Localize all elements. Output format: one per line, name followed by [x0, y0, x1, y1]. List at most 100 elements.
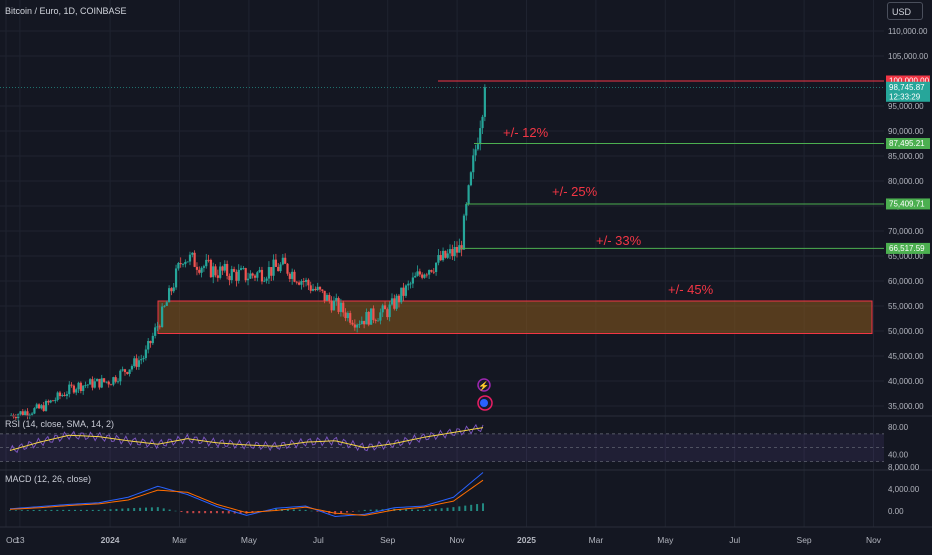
macd-histogram-bar [422, 509, 425, 511]
candle-body [467, 185, 470, 205]
candle-body [404, 285, 408, 296]
candle-body [481, 116, 484, 129]
candle-body [318, 286, 322, 290]
candle-body [374, 319, 377, 321]
candle-body [61, 395, 64, 397]
candle-body [77, 382, 80, 390]
lightning-marker-icon [477, 378, 491, 392]
price-tick-label: 40,000.00 [888, 377, 924, 386]
candle-body [235, 271, 238, 281]
macd-histogram-bar [109, 509, 112, 511]
macd-histogram-bar [144, 507, 147, 511]
macd-histogram-bar [351, 511, 354, 512]
time-tick-label: May [657, 535, 674, 545]
candle-body [193, 252, 196, 267]
candle-body [323, 290, 326, 301]
candle-body [10, 414, 13, 416]
macd-histogram-bar [428, 509, 431, 511]
macd-histogram-bar [44, 509, 47, 511]
candle-body [281, 257, 284, 265]
price-tick-label: 110,000.00 [888, 27, 928, 36]
candle-body [304, 279, 308, 282]
candle-body [223, 263, 226, 271]
macd-histogram-bar [369, 509, 372, 511]
candle-body [307, 279, 310, 286]
candle-body [63, 395, 66, 396]
candle-body [425, 274, 428, 276]
macd-histogram-bar [405, 509, 408, 511]
time-tick-label: Mar [172, 535, 187, 545]
candle-body [439, 255, 442, 261]
candle-body [144, 349, 147, 359]
macd-histogram-bar [470, 504, 473, 511]
time-tick-label: Jul [313, 535, 324, 545]
currency-button[interactable]: USD [887, 2, 923, 20]
candle-body [184, 261, 187, 265]
candle-body [98, 378, 101, 388]
candle-body [462, 215, 466, 250]
macd-histogram-bar [50, 509, 53, 511]
macd-histogram-bar [440, 508, 443, 511]
time-tick-label: 2024 [101, 535, 120, 545]
candle-body [37, 404, 41, 409]
candle-body [214, 266, 217, 276]
macd-histogram-bar [458, 506, 461, 511]
candle-body [444, 250, 447, 258]
candle-body [267, 267, 271, 279]
candle-body [272, 259, 275, 276]
candle-body [114, 377, 117, 382]
candle-body [209, 259, 212, 278]
macd-histogram-bar [91, 509, 94, 511]
macd-histogram-bar [239, 511, 242, 514]
macd-histogram-bar [62, 509, 65, 511]
candle-body [177, 263, 180, 269]
candle-body [191, 252, 194, 255]
rsi-tick-label: 40.00 [888, 451, 909, 460]
macd-histogram-bar [68, 509, 71, 511]
macd-histogram-bar [476, 504, 479, 511]
candle-body [409, 283, 412, 285]
macd-tick-label: 0.00 [888, 507, 904, 516]
candle-body [430, 270, 433, 272]
macd-histogram-bar [97, 509, 100, 511]
candle-body [337, 298, 340, 312]
macd-histogram-bar [434, 508, 437, 511]
macd-histogram-bar [357, 510, 360, 512]
candle-body [246, 278, 250, 281]
candle-body [423, 274, 426, 278]
candle-body [363, 320, 366, 325]
candle-body [130, 366, 134, 370]
candle-body [309, 285, 312, 291]
candle-body [344, 312, 347, 319]
candle-body [112, 377, 115, 385]
candle-body [472, 155, 475, 173]
candle-body [40, 405, 43, 409]
macd-histogram-bar [162, 508, 165, 511]
candle-body [421, 274, 424, 278]
candle-body [339, 302, 343, 312]
candle-body [147, 340, 150, 350]
candle-body [288, 273, 291, 279]
resistance-price-label-bg [886, 75, 930, 87]
time-tick-label: Sep [380, 535, 395, 545]
candle-body [395, 295, 398, 309]
price-tick-label: 45,000.00 [888, 352, 924, 361]
candle-body [202, 266, 206, 268]
rsi-ma-line [9, 427, 484, 451]
price-tick-label: 85,000.00 [888, 152, 924, 161]
time-tick-label: May [241, 535, 258, 545]
candle-body [342, 302, 345, 313]
candle-body [300, 281, 303, 285]
candle-body [216, 275, 219, 278]
candle-body [24, 411, 27, 416]
candle-body [186, 261, 189, 263]
time-tick-label: 2025 [517, 535, 536, 545]
macd-tick-label: 4,000.00 [888, 485, 920, 494]
macd-histogram-bar [79, 509, 82, 511]
rsi-band-fill [0, 433, 884, 462]
candle-body [244, 268, 247, 281]
candle-body [135, 358, 138, 367]
candle-body [156, 326, 159, 328]
candle-body [365, 311, 368, 325]
